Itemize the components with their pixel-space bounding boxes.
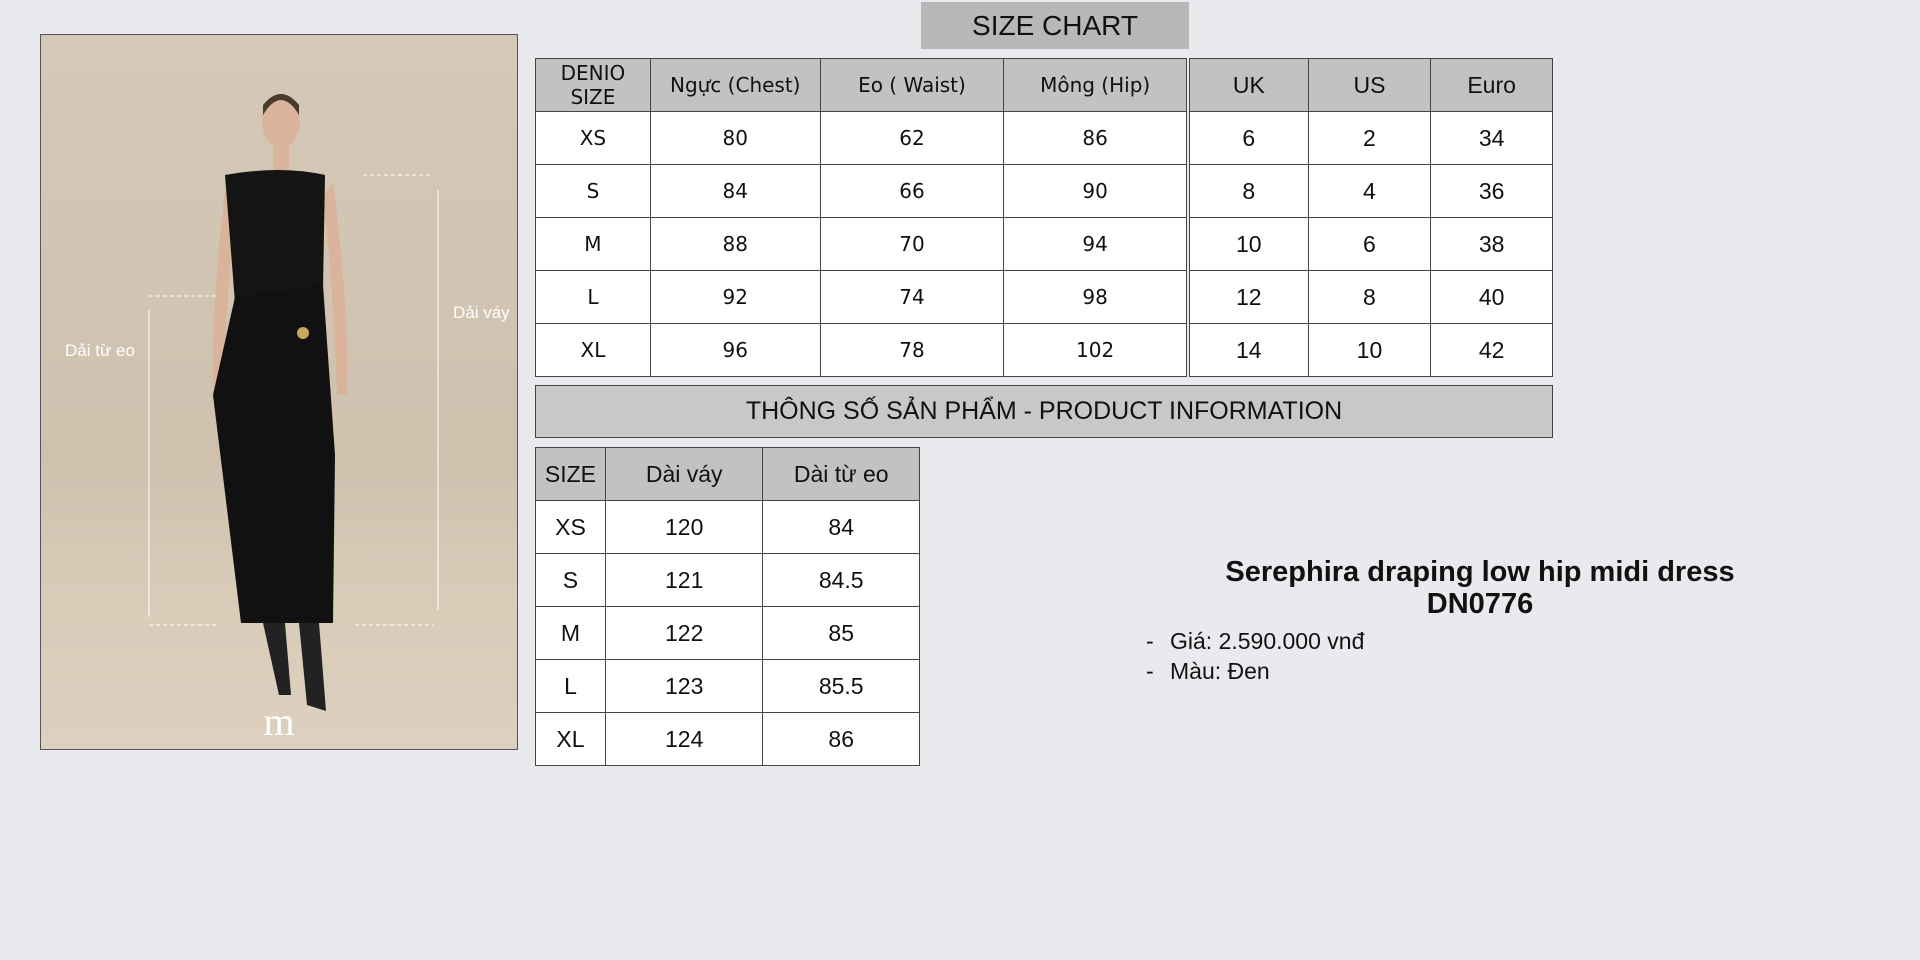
dress-length-label: Dải váy <box>453 303 510 322</box>
size-chart-title: SIZE CHART <box>921 2 1189 49</box>
table-cell: 40 <box>1430 270 1553 324</box>
table-cell: XL <box>535 323 651 377</box>
table-cell: 4 <box>1307 164 1432 218</box>
table-row: 14 10 42 <box>1189 323 1553 377</box>
header-row: DENIO SIZE Ngực (Chest) Eo ( Waist) Mông (H… <box>535 58 1187 112</box>
column-header: SIZE <box>535 447 606 501</box>
waist-length-label: Dải từ eo <box>65 341 135 360</box>
table-cell: 84 <box>649 164 821 218</box>
international-size-table: UK US Euro 6 2 34 8 4 36 10 6 38 12 8 40 14 10 42 <box>1189 58 1553 377</box>
table-cell: 85 <box>762 606 920 660</box>
table-cell: 10 <box>1307 323 1432 377</box>
table-cell: M <box>535 217 651 271</box>
table-row: S 84 66 90 <box>535 164 1187 218</box>
table-cell: 98 <box>1003 270 1187 324</box>
table-cell: 36 <box>1430 164 1553 218</box>
table-row: L 92 74 98 <box>535 270 1187 324</box>
table-cell: 123 <box>604 659 764 713</box>
table-cell: 85.5 <box>762 659 920 713</box>
table-cell: 94 <box>1003 217 1187 271</box>
table-cell: 70 <box>819 217 1005 271</box>
table-cell: 124 <box>604 712 764 766</box>
table-cell: 34 <box>1430 111 1553 165</box>
table-cell: 8 <box>1189 164 1309 218</box>
table-cell: 80 <box>649 111 821 165</box>
table-cell: 74 <box>819 270 1005 324</box>
product-photo: m Dải từ eo Dải váy <box>40 34 518 750</box>
table-row: S 121 84.5 <box>535 553 920 607</box>
table-cell: 86 <box>1003 111 1187 165</box>
table-cell: 42 <box>1430 323 1553 377</box>
product-info-bar: THÔNG SỐ SẢN PHẨM - PRODUCT INFORMATION <box>535 385 1553 438</box>
column-header: Dài từ eo <box>762 447 920 501</box>
table-cell: 78 <box>819 323 1005 377</box>
table-row: 6 2 34 <box>1189 111 1553 165</box>
column-header: Ngực (Chest) <box>649 58 821 112</box>
table-row: XS 80 62 86 <box>535 111 1187 165</box>
header-row: SIZE Dài váy Dài từ eo <box>535 447 920 501</box>
table-row: L 123 85.5 <box>535 659 920 713</box>
table-row: M 88 70 94 <box>535 217 1187 271</box>
table-cell: 6 <box>1307 217 1432 271</box>
table-row: XL 124 86 <box>535 712 920 766</box>
column-header: Dài váy <box>604 447 764 501</box>
table-cell: 6 <box>1189 111 1309 165</box>
table-cell: 14 <box>1189 323 1309 377</box>
table-cell: XS <box>535 111 651 165</box>
table-cell: 10 <box>1189 217 1309 271</box>
table-cell: 84 <box>762 500 920 554</box>
table-cell: 8 <box>1307 270 1432 324</box>
size-table: DENIO SIZE Ngực (Chest) Eo ( Waist) Mông (H… <box>535 58 1187 377</box>
table-cell: L <box>535 270 651 324</box>
table-cell: 92 <box>649 270 821 324</box>
header-row: UK US Euro <box>1189 58 1553 112</box>
column-header: DENIO SIZE <box>535 58 651 112</box>
table-cell: XS <box>535 500 606 554</box>
table-cell: 122 <box>604 606 764 660</box>
model-illustration: m <box>148 94 439 744</box>
table-row: 12 8 40 <box>1189 270 1553 324</box>
length-table: SIZE Dài váy Dài từ eo XS 120 84 S 121 84.5 M 122 8… <box>535 447 920 766</box>
table-cell: S <box>535 164 651 218</box>
column-header: US <box>1307 58 1432 112</box>
table-cell: 88 <box>649 217 821 271</box>
table-cell: 38 <box>1430 217 1553 271</box>
table-row: 10 6 38 <box>1189 217 1553 271</box>
table-row: XS 120 84 <box>535 500 920 554</box>
table-row: 8 4 36 <box>1189 164 1553 218</box>
column-header: Euro <box>1430 58 1553 112</box>
table-cell: S <box>535 553 606 607</box>
table-cell: 121 <box>604 553 764 607</box>
table-cell: 62 <box>819 111 1005 165</box>
table-row: M 122 85 <box>535 606 920 660</box>
column-header: Eo ( Waist) <box>819 58 1005 112</box>
brand-logo: m <box>263 699 294 744</box>
table-cell: M <box>535 606 606 660</box>
price-item: - Giá: 2.590.000 vnđ <box>1146 628 1365 654</box>
table-cell: 120 <box>604 500 764 554</box>
table-cell: 66 <box>819 164 1005 218</box>
table-cell: 102 <box>1003 323 1187 377</box>
color-item: - Màu: Đen <box>1146 658 1270 684</box>
table-cell: XL <box>535 712 606 766</box>
table-row: XL 96 78 102 <box>535 323 1187 377</box>
table-cell: 12 <box>1189 270 1309 324</box>
table-cell: 2 <box>1307 111 1432 165</box>
table-cell: 96 <box>649 323 821 377</box>
column-header: UK <box>1189 58 1309 112</box>
product-code: DN0776 <box>1426 588 1534 620</box>
table-cell: L <box>535 659 606 713</box>
table-cell: 84.5 <box>762 553 920 607</box>
product-name: Serephira draping low hip midi dress <box>1225 556 1735 588</box>
table-cell: 86 <box>762 712 920 766</box>
column-header: Mông (Hip) <box>1003 58 1187 112</box>
table-cell: 90 <box>1003 164 1187 218</box>
product-heading: Serephira draping low hip midi dress DN0… <box>1140 556 1820 620</box>
